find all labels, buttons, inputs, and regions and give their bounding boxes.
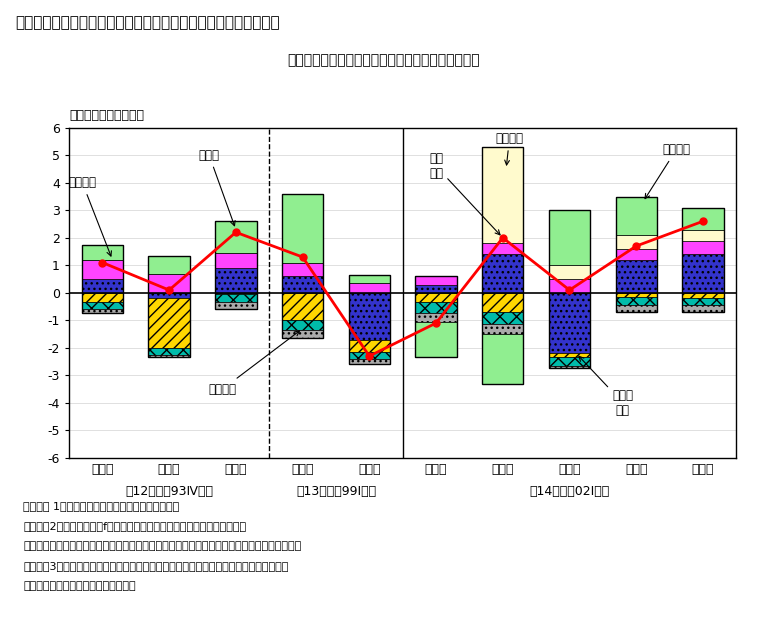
Bar — [549, 293, 590, 353]
Bar — [616, 305, 657, 312]
Bar — [416, 276, 456, 285]
Bar — [683, 298, 723, 305]
Bar — [549, 366, 590, 368]
Bar — [282, 262, 323, 276]
Text: 第14循環（02Ⅰ～）: 第14循環（02Ⅰ～） — [529, 485, 610, 498]
Bar — [149, 255, 189, 358]
Bar — [149, 293, 189, 298]
Bar — [616, 260, 657, 293]
Bar — [549, 210, 590, 265]
Bar — [683, 240, 723, 254]
Bar — [616, 293, 657, 297]
Bar — [349, 352, 390, 359]
Bar — [216, 294, 256, 302]
Bar — [416, 285, 456, 293]
Bar — [416, 293, 456, 302]
Bar — [683, 305, 723, 312]
Bar — [616, 235, 657, 249]
Bar — [416, 302, 456, 313]
Bar — [82, 293, 123, 302]
Text: 第12循環（93Ⅳ～）: 第12循環（93Ⅳ～） — [125, 485, 213, 498]
Bar — [82, 279, 123, 293]
Text: 社会
負担: 社会 負担 — [429, 152, 500, 235]
Bar — [82, 309, 123, 313]
Bar — [349, 293, 390, 340]
Bar — [349, 340, 390, 352]
Bar — [683, 254, 723, 293]
Bar — [616, 196, 657, 312]
Bar — [482, 254, 523, 293]
Bar — [683, 229, 723, 240]
Bar — [482, 243, 523, 254]
Text: 所得税等: 所得税等 — [645, 143, 690, 199]
Bar — [216, 293, 256, 294]
Bar — [616, 297, 657, 305]
Bar — [216, 268, 256, 293]
Bar — [149, 298, 189, 348]
Bar — [149, 255, 189, 273]
Text: 2．いずれも実質f（民間最終消費支出デフレーターで実質化）。: 2．いずれも実質f（民間最終消費支出デフレーターで実質化）。 — [23, 521, 246, 531]
Text: 財産所得: 財産所得 — [209, 331, 299, 396]
Bar — [216, 302, 256, 309]
Bar — [549, 265, 590, 279]
Bar — [482, 147, 523, 243]
Bar — [416, 276, 456, 358]
Text: 社会負担はネットベース、その他は営業余剰とその他経常移転（ネット）の合計。: 社会負担はネットベース、その他は営業余剰とその他経常移転（ネット）の合計。 — [23, 541, 301, 551]
Bar — [616, 249, 657, 260]
Bar — [482, 334, 523, 384]
Bar — [416, 313, 456, 321]
Bar — [549, 358, 590, 366]
Text: （前年比寄与度、％）: （前年比寄与度、％） — [69, 109, 144, 122]
Bar — [282, 330, 323, 338]
Bar — [549, 353, 590, 358]
Bar — [82, 245, 123, 260]
Bar — [349, 283, 390, 293]
Bar — [549, 210, 590, 368]
Bar — [282, 194, 323, 338]
Bar — [683, 207, 723, 229]
Text: その他: その他 — [199, 149, 235, 226]
Text: 第２－１－４図　過去の景気拡張局面における可処分所得の動向: 第２－１－４図 過去の景気拡張局面における可処分所得の動向 — [15, 16, 280, 31]
Bar — [82, 302, 123, 309]
Bar — [282, 276, 323, 293]
Bar — [149, 273, 189, 293]
Bar — [216, 221, 256, 309]
Bar — [482, 325, 523, 334]
Text: 第13循環（99Ⅰ～）: 第13循環（99Ⅰ～） — [296, 485, 376, 498]
Bar — [282, 293, 323, 320]
Bar — [349, 359, 390, 364]
Text: 物価要因: 物価要因 — [495, 132, 523, 165]
Bar — [349, 275, 390, 364]
Bar — [683, 207, 723, 312]
Bar — [149, 354, 189, 358]
Bar — [683, 293, 723, 298]
Text: 3．景気の谷から１年目、１年目～２年目、２年目～３年目、３年目～４年目、: 3．景気の谷から１年目、１年目～２年目、２年目～３年目、３年目～４年目、 — [23, 561, 288, 571]
Text: 可処分所得の伸びの弱さの背景に賃金・俣給の減少: 可処分所得の伸びの弱さの背景に賃金・俣給の減少 — [287, 53, 480, 67]
Bar — [616, 196, 657, 235]
Bar — [482, 312, 523, 325]
Bar — [482, 147, 523, 384]
Text: 社会給付: 社会給付 — [68, 176, 111, 256]
Text: ４年目～５年目の変化率。: ４年目～５年目の変化率。 — [23, 581, 136, 591]
Bar — [482, 293, 523, 312]
Bar — [82, 260, 123, 279]
Bar — [349, 275, 390, 283]
Bar — [82, 245, 123, 313]
Text: （備考） 1．内閣府「国民経済計算」により作成。: （備考） 1．内閣府「国民経済計算」により作成。 — [23, 502, 179, 511]
Bar — [149, 348, 189, 354]
Text: 賃金・
俣給: 賃金・ 俣給 — [579, 356, 634, 417]
Bar — [216, 221, 256, 253]
Bar — [282, 320, 323, 330]
Bar — [416, 321, 456, 358]
Bar — [282, 194, 323, 262]
Bar — [216, 253, 256, 268]
Bar — [549, 279, 590, 293]
